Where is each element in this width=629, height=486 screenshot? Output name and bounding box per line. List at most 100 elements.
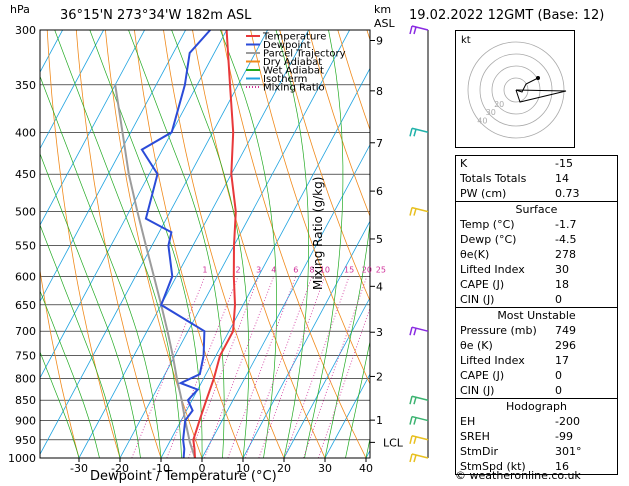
temperature-tick-label: -30 bbox=[70, 462, 88, 475]
wet-adiabat-line bbox=[40, 351, 80, 458]
dry-adiabat-line bbox=[308, 30, 370, 218]
pressure-tick-label: 350 bbox=[15, 79, 36, 92]
isotherm-line bbox=[40, 30, 227, 379]
index-value: -1.7 bbox=[555, 218, 577, 231]
index-label: CAPE (J) bbox=[460, 278, 505, 291]
legend-item: Dry Adiabat bbox=[246, 57, 322, 68]
dry-adiabat-line bbox=[221, 30, 367, 458]
wet-adiabat-line bbox=[171, 30, 250, 458]
mixing-ratio-label: 25 bbox=[376, 265, 386, 274]
index-label: θe (K) bbox=[460, 339, 493, 352]
index-label: Lifted Index bbox=[460, 354, 525, 367]
pressure-tick-label: 850 bbox=[15, 394, 36, 407]
height-km-label: 2 bbox=[376, 370, 383, 383]
height-km-label: 8 bbox=[376, 85, 383, 98]
index-row: PW (cm) 0.73 bbox=[456, 186, 617, 201]
copyright-footer: © weatheronline.co.uk bbox=[455, 469, 581, 482]
hodograph-storm-vector bbox=[515, 89, 567, 103]
isotherm-line bbox=[78, 30, 309, 458]
legend-label: Dry Adiabat bbox=[263, 57, 322, 68]
index-row: Temp (°C) -1.7 bbox=[456, 217, 617, 232]
index-value: 749 bbox=[555, 324, 576, 337]
wet-adiabat-line bbox=[40, 75, 162, 458]
temperature-tick-label: -20 bbox=[111, 462, 129, 475]
index-value: 17 bbox=[555, 354, 569, 367]
dry-adiabat-line bbox=[192, 30, 326, 458]
hodograph-point bbox=[536, 76, 540, 80]
index-label: θe(K) bbox=[460, 248, 490, 261]
mixing-ratio-label: 10 bbox=[320, 265, 330, 274]
mixing-ratio-line bbox=[258, 276, 326, 458]
hodograph-kt-label: kt bbox=[461, 35, 471, 46]
dry-adiabat-line bbox=[75, 30, 162, 458]
wet-adiabat-line bbox=[345, 339, 370, 458]
mixing-ratio-line bbox=[227, 276, 297, 458]
asl-label: ASL bbox=[374, 17, 395, 30]
index-label: Totals Totals bbox=[460, 172, 527, 185]
pressure-tick-label: 800 bbox=[15, 373, 36, 386]
index-label: Pressure (mb) bbox=[460, 324, 537, 337]
height-km-label: 5 bbox=[376, 233, 383, 246]
dry-adiabat-line bbox=[105, 30, 203, 458]
wet-adiabat-line bbox=[304, 30, 344, 458]
legend-label: Isotherm bbox=[263, 74, 307, 85]
mixing-ratio-label: 20 bbox=[362, 265, 372, 274]
plot-frame bbox=[39, 29, 371, 459]
index-value: 301° bbox=[555, 445, 582, 458]
index-label: Temp (°C) bbox=[460, 218, 515, 231]
isotherm-line bbox=[242, 220, 370, 458]
wet-adiabat-line bbox=[275, 30, 309, 458]
index-row: Lifted Index 17 bbox=[456, 353, 617, 368]
index-row: SREH -99 bbox=[456, 429, 617, 444]
mixing-ratio-line bbox=[284, 276, 350, 458]
index-label: EH bbox=[460, 415, 476, 428]
index-value: 0 bbox=[555, 369, 562, 382]
hpa-label: hPa bbox=[10, 3, 30, 16]
mixing-ratio-label: 4 bbox=[271, 265, 276, 274]
index-row: StmSpd (kt) 16 bbox=[456, 459, 617, 474]
wind-barb bbox=[409, 395, 429, 405]
pressure-tick-label: 300 bbox=[15, 24, 36, 37]
wet-adiabat-line bbox=[40, 289, 100, 458]
index-value: 0 bbox=[555, 384, 562, 397]
mixing-ratio-label: 2 bbox=[236, 265, 241, 274]
parcel-trajectory-line bbox=[114, 84, 196, 458]
index-label: Lifted Index bbox=[460, 263, 525, 276]
mixing-ratio-axis-label: Mixing Ratio (g/kg) bbox=[311, 176, 325, 290]
index-value: 0.73 bbox=[555, 187, 580, 200]
legend-label: Dewpoint bbox=[263, 40, 311, 51]
index-label: K bbox=[460, 157, 468, 170]
index-value: -200 bbox=[555, 415, 580, 428]
pressure-tick-label: 500 bbox=[15, 206, 36, 219]
mixing-ratio-label: 6 bbox=[293, 265, 298, 274]
mixing-ratio-label: 1 bbox=[202, 265, 207, 274]
wind-barb bbox=[409, 326, 429, 336]
index-value: 16 bbox=[555, 460, 569, 473]
index-row: CAPE (J) 0 bbox=[456, 368, 617, 383]
index-label: CIN (J) bbox=[460, 293, 495, 306]
wind-barb bbox=[409, 435, 429, 444]
isotherm-line bbox=[40, 30, 145, 226]
dry-adiabat-line bbox=[46, 30, 121, 458]
wind-barb bbox=[409, 453, 429, 463]
pressure-tick-label: 700 bbox=[15, 325, 36, 338]
index-row: CAPE (J) 18 bbox=[456, 277, 617, 292]
index-label: CIN (J) bbox=[460, 384, 495, 397]
dry-adiabat-line bbox=[250, 30, 370, 385]
height-km-label: 3 bbox=[376, 326, 383, 339]
temperature-tick-label: 30 bbox=[318, 462, 332, 475]
wind-barb bbox=[409, 415, 429, 425]
height-km-label: 4 bbox=[376, 280, 383, 293]
height-km-label: 7 bbox=[376, 137, 383, 150]
wet-adiabat-line bbox=[220, 30, 277, 458]
wind-barb bbox=[409, 206, 429, 216]
temperature-tick-label: 0 bbox=[199, 462, 206, 475]
pressure-tick-label: 900 bbox=[15, 415, 36, 428]
index-row: θe(K) 278 bbox=[456, 247, 617, 262]
isotherm-line bbox=[160, 67, 370, 458]
wind-barb bbox=[409, 25, 429, 35]
wet-adiabat-line bbox=[128, 30, 225, 458]
mixing-ratio-line bbox=[317, 306, 370, 458]
